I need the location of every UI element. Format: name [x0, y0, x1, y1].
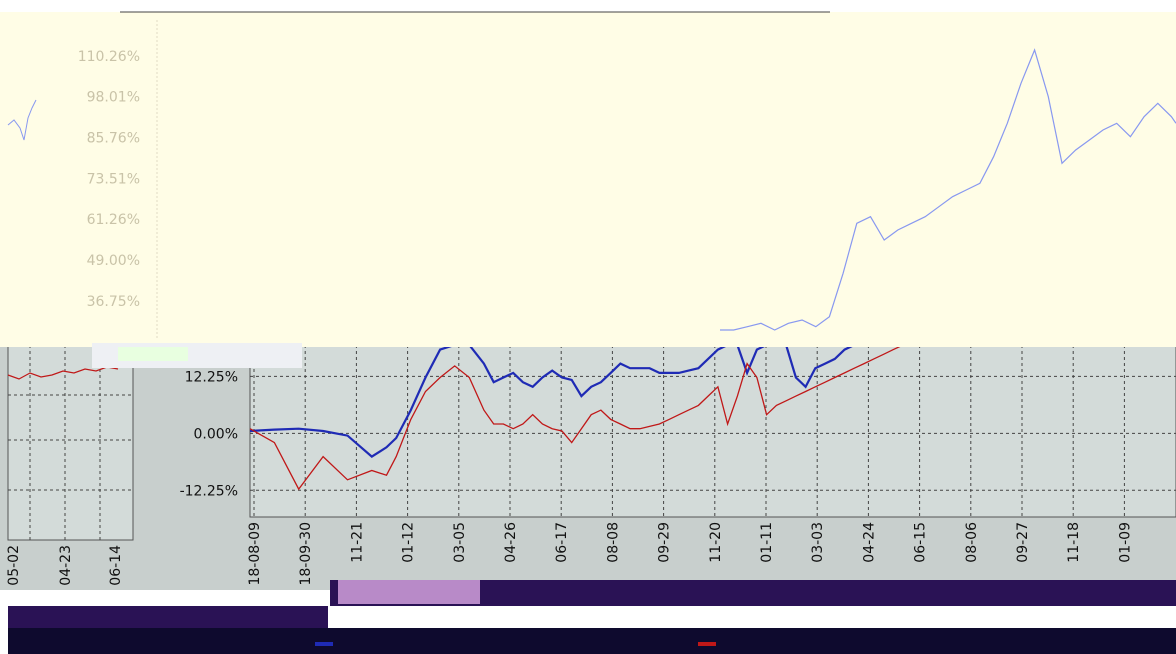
main-x-tick-label: 01-12	[401, 522, 417, 563]
main-grid	[250, 345, 1176, 517]
main-x-tick-label: 11-18	[1066, 522, 1082, 563]
left-grid	[8, 345, 133, 540]
main-x-tick-label: 08-08	[605, 522, 621, 563]
main-x-tick-label: 06-15	[913, 522, 929, 563]
overlay-series-0-line	[720, 48, 1176, 331]
left-x-axis: 05-02 04-23 06-14	[6, 545, 124, 586]
main-x-tick-label: 18-08-09	[247, 522, 263, 586]
overlay-y-tick-label: 49.00%	[87, 253, 140, 269]
overlay-y-tick-label: 85.76%	[87, 130, 140, 146]
main-x-tick-label: 18-09-30	[298, 522, 314, 586]
footer-band-left	[8, 606, 328, 628]
main-x-tick-label: 03-05	[452, 522, 468, 563]
left-panel-background	[7, 344, 134, 541]
footer-dark-band	[8, 628, 1176, 654]
overlay-left-fragment	[7, 99, 37, 141]
left-x-tick-label: 06-14	[108, 545, 124, 586]
overlay-y-tick-label: 110.26%	[78, 49, 140, 65]
overlay-y-tick-label: 61.26%	[87, 212, 140, 228]
main-x-tick-label: 08-06	[964, 522, 980, 563]
legend-swatch-blue	[315, 642, 333, 646]
main-y-tick-label: 12.25%	[185, 369, 238, 385]
main-y-tick-label: -12.25%	[180, 483, 238, 499]
footer-glitch-block	[338, 580, 480, 604]
main-plot-area	[249, 344, 1176, 518]
left-x-tick-label: 05-02	[6, 545, 22, 586]
left-series-group	[7, 366, 119, 380]
main-x-tick-label: 11-21	[349, 522, 365, 563]
main-y-tick-label: 0.00%	[194, 426, 238, 442]
legend-swatch-red	[698, 642, 716, 646]
main-y-axis: 12.25% 0.00% -12.25%	[180, 369, 238, 499]
glitch-block	[118, 347, 188, 361]
main-x-tick-label: 11-20	[708, 522, 724, 563]
main-x-tick-label: 09-27	[1015, 522, 1031, 563]
main-x-tick-label: 03-03	[810, 522, 826, 563]
overlay-series-group	[720, 48, 1176, 331]
main-x-tick-label: 06-17	[554, 522, 570, 563]
left-series-0-line	[7, 366, 119, 380]
overlay-y-tick-label: 98.01%	[87, 90, 140, 106]
main-x-tick-label: 01-11	[759, 522, 775, 563]
main-x-tick-label: 04-24	[861, 522, 877, 563]
overlay-y-tick-label: 36.75%	[87, 294, 140, 310]
main-x-tick-label: 09-29	[657, 522, 673, 563]
main-x-axis: 18-08-09 18-09-30 11-21 01-12 03-05 04-26 06-1…	[247, 522, 1133, 586]
main-x-tick-label: 04-26	[503, 522, 519, 563]
main-x-tick-label: 01-09	[1117, 522, 1133, 563]
overlay-y-tick-label: 73.51%	[87, 171, 140, 187]
left-x-tick-label: 04-23	[58, 545, 74, 586]
overlay-y-axis: 110.26% 98.01% 85.76% 73.51% 61.26% 49.00% 36.…	[78, 49, 140, 310]
overlay-panel-background	[0, 12, 1176, 347]
